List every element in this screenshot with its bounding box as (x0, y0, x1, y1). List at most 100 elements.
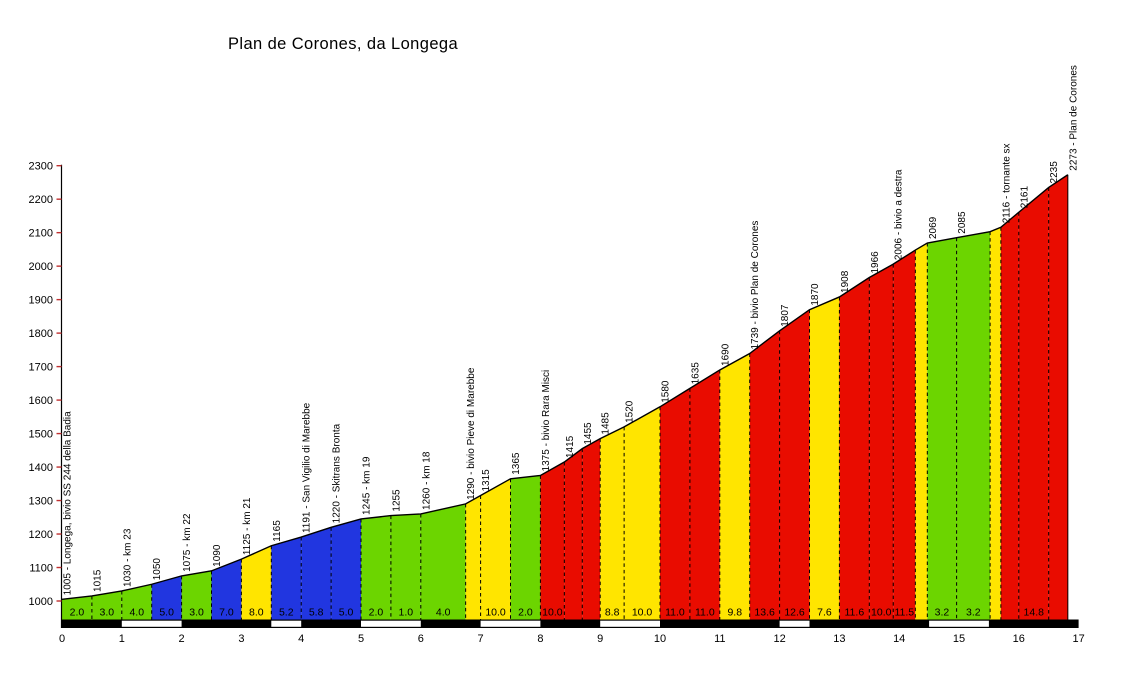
profile-segment (927, 237, 957, 620)
profile-segment (241, 545, 272, 620)
waypoint-label: 2273 - Plan de Corones (1068, 65, 1079, 171)
profile-segment (540, 462, 565, 620)
gradient-label: 8.0 (249, 607, 264, 619)
y-tick-label: 1200 (29, 529, 53, 541)
gradient-label: 5.8 (309, 607, 324, 619)
waypoint-label: 1807 (780, 304, 791, 327)
waypoint-label: 1966 (870, 251, 881, 274)
gradient-label: 3.0 (100, 607, 115, 619)
gradient-label: 1.0 (399, 607, 414, 619)
gradient-label: 2.0 (70, 607, 85, 619)
gradient-label: 4.0 (129, 607, 144, 619)
profile-segment (915, 243, 928, 620)
waypoint-label: 1090 (212, 544, 223, 567)
waypoint-label: 2161 (1019, 186, 1030, 209)
gradient-label: 5.0 (339, 607, 354, 619)
waypoint-label: 1520 (625, 400, 636, 423)
gradient-label: 8.8 (605, 607, 620, 619)
waypoint-label: 2085 (957, 211, 968, 234)
km-bar-white-run (779, 620, 810, 627)
waypoint-label: 1908 (840, 270, 851, 293)
profile-segment (660, 388, 690, 620)
gradient-label: 7.6 (817, 607, 832, 619)
gradient-label: 5.0 (159, 607, 174, 619)
x-tick-label: 12 (773, 633, 785, 645)
x-tick-label: 1 (119, 633, 125, 645)
profile-segment (956, 231, 991, 620)
waypoint-label: 1375 - bivio Rara Misci (541, 370, 552, 472)
y-tick-label: 1500 (29, 429, 53, 441)
x-tick-label: 4 (298, 633, 304, 645)
gradient-label: 4.0 (436, 607, 451, 619)
gradient-label: 11.0 (665, 607, 685, 619)
profile-segment (893, 250, 916, 620)
profile-segment (1018, 187, 1049, 620)
km-bar (62, 619, 1079, 628)
waypoint-label: 1050 (152, 558, 163, 581)
x-tick-label: 17 (1072, 633, 1084, 645)
waypoint-label: 1739 - bivio Plan de Corones (750, 221, 761, 350)
gradient-label: 10.0 (542, 607, 563, 619)
x-tick-label: 6 (418, 633, 424, 645)
waypoint-label: 2006 - bivio a destra (894, 169, 905, 260)
gradient-label: 11.5 (894, 607, 914, 619)
waypoint-label: 1870 (810, 283, 821, 306)
profile-segment (151, 575, 182, 620)
gradient-label: 7.0 (219, 607, 234, 619)
chart-title: Plan de Corones, da Longega (228, 35, 459, 53)
profile-segment (564, 448, 583, 620)
x-tick-label: 9 (597, 633, 603, 645)
x-tick-label: 10 (654, 633, 666, 645)
y-tick-label: 1600 (29, 395, 53, 407)
profile-segment (301, 527, 332, 620)
profile-segment (271, 537, 302, 620)
gradient-label: 3.2 (966, 607, 981, 619)
y-tick-label: 1000 (29, 596, 53, 608)
x-tick-label: 3 (238, 633, 244, 645)
gradient-label: 11.0 (695, 607, 715, 619)
waypoint-label: 1255 (391, 489, 402, 512)
waypoint-label: 1005 - Longega, bivio SS 244 della Badia (63, 411, 74, 595)
waypoint-label: 1690 (720, 343, 731, 366)
profile-segment (719, 353, 750, 620)
gradient-label: 11.6 (845, 607, 865, 619)
waypoint-label: 1415 (565, 435, 576, 458)
profile-segment (600, 426, 625, 620)
x-tick-label: 16 (1013, 633, 1025, 645)
gradient-label: 9.8 (727, 607, 742, 619)
x-tick-label: 14 (893, 633, 905, 645)
y-tick-label: 1300 (29, 496, 53, 508)
profile-segment (211, 559, 242, 620)
x-tick-label: 11 (714, 633, 725, 645)
km-bar-white-run (361, 620, 421, 627)
profile-segment (1048, 174, 1068, 620)
gradient-label: 2.0 (369, 607, 384, 619)
waypoint-label: 1165 (272, 520, 283, 542)
y-tick-label: 2200 (29, 194, 53, 206)
waypoint-label: 1030 - km 23 (122, 528, 133, 587)
gradient-label: 5.2 (279, 607, 294, 619)
gradient-label: 13.6 (754, 607, 775, 619)
x-tick-label: 0 (59, 633, 65, 645)
profile-segment (869, 264, 894, 620)
profile-segment (465, 495, 481, 620)
profile-segment (749, 330, 780, 620)
x-tick-label: 7 (478, 633, 484, 645)
waypoint-label: 1485 (601, 412, 612, 435)
gradient-label: 10.0 (871, 607, 892, 619)
profile-segment (331, 518, 361, 620)
gradient-label: 10.0 (632, 607, 653, 619)
waypoint-label: 1245 - km 19 (362, 456, 373, 515)
y-tick-label: 2100 (29, 228, 53, 240)
waypoint-label: 1365 (511, 452, 522, 475)
profile-segment (1000, 212, 1019, 620)
gradient-label: 2.0 (518, 607, 533, 619)
profile-segment (62, 595, 92, 620)
profile-segment (809, 296, 840, 620)
waypoint-label: 2069 (928, 216, 939, 239)
profile-segment (582, 438, 601, 620)
x-tick-label: 13 (833, 633, 845, 645)
waypoint-label: 1125 - km 21 (242, 497, 253, 555)
gradient-label: 12.6 (784, 607, 805, 619)
